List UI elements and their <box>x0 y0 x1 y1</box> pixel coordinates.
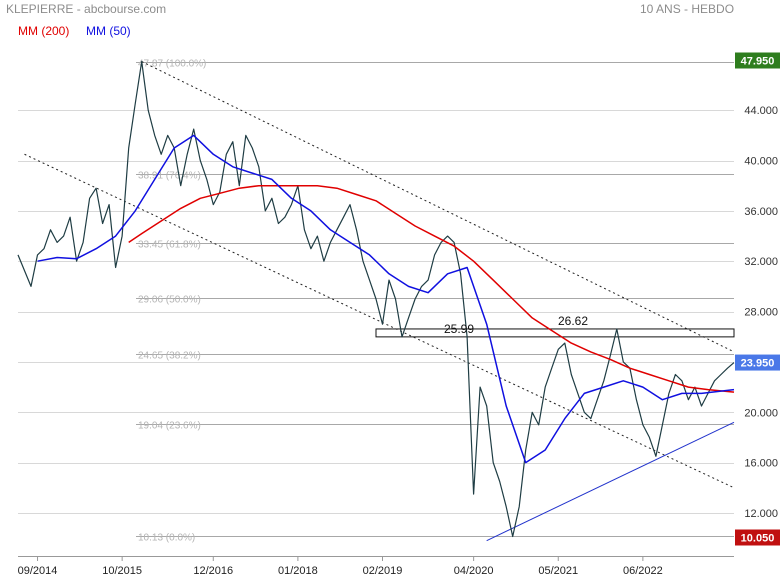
x-tick-label: 10/2015 <box>102 565 142 577</box>
resistance-zone-box <box>375 328 735 338</box>
fib-level-label: 19.04 (23.6%) <box>138 421 201 432</box>
series-line-mm200 <box>128 184 735 393</box>
trendlines <box>24 61 735 542</box>
grid-lines <box>18 110 734 514</box>
chart-title: KLEPIERRE - abcbourse.com <box>6 2 167 16</box>
x-tick-label: 05/2021 <box>538 565 578 577</box>
y-tick-label: 20.000 <box>744 407 778 419</box>
series-lines <box>17 60 735 538</box>
fib-level-label: 33.45 (61.8%) <box>138 240 201 251</box>
trendline <box>486 421 735 542</box>
resistance-zone <box>375 328 735 338</box>
price-badge <box>735 354 780 371</box>
x-tick-label: 02/2019 <box>363 565 403 577</box>
y-tick-label: 12.000 <box>744 508 778 520</box>
price-badge-label: 10.050 <box>741 533 775 545</box>
trendline <box>24 153 735 489</box>
y-tick-label: 36.000 <box>744 206 778 218</box>
y-tick-label: 40.000 <box>744 156 778 168</box>
fib-level-label: 47.87 (100.0%) <box>138 59 206 70</box>
legend-mm200: MM (200) <box>18 24 70 38</box>
x-tick-label: 06/2022 <box>623 565 663 577</box>
y-tick-label: 16.000 <box>744 458 778 470</box>
fib-level-label: 29.06 (50.0%) <box>138 295 201 306</box>
fibonacci-levels: 47.87 (100.0%) 38.91 (76.4%) 33.45 (61.8%)… <box>136 59 734 544</box>
x-tick-label: 12/2016 <box>193 565 233 577</box>
fib-level-label: 24.65 (38.2%) <box>138 351 201 362</box>
x-tick-label: 01/2018 <box>278 565 318 577</box>
price-badge <box>735 52 780 69</box>
x-tick-label: 04/2020 <box>454 565 494 577</box>
y-tick-label: 28.000 <box>744 307 778 319</box>
fib-level-label: 10.13 (0.0%) <box>138 533 195 544</box>
x-tick-label: 09/2014 <box>18 565 58 577</box>
x-axis: 09/2014 10/2015 12/2016 01/2018 02/2019 04/20… <box>18 556 734 577</box>
annotations: 25.99 26.62 <box>444 314 588 336</box>
y-tick-label: 44.000 <box>744 105 778 117</box>
price-badge-label: 47.950 <box>741 56 775 68</box>
series-line-price <box>17 60 735 538</box>
price-badges: 47.950 23.950 10.050 <box>735 52 780 546</box>
y-tick-label: 32.000 <box>744 256 778 268</box>
legend-mm50: MM (50) <box>86 24 131 38</box>
annotation-label: 25.99 <box>444 322 474 336</box>
chart-period: 10 ANS - HEBDO <box>640 2 735 16</box>
price-badge <box>735 529 780 546</box>
trendline <box>141 61 735 353</box>
fib-level-label: 38.91 (76.4%) <box>138 171 201 182</box>
annotation-label: 26.62 <box>558 314 588 328</box>
series-line-mm50 <box>37 134 735 464</box>
y-axis: 12.00016.00020.00024.00028.00032.00036.0… <box>744 105 778 520</box>
price-badge-label: 23.950 <box>741 358 775 370</box>
